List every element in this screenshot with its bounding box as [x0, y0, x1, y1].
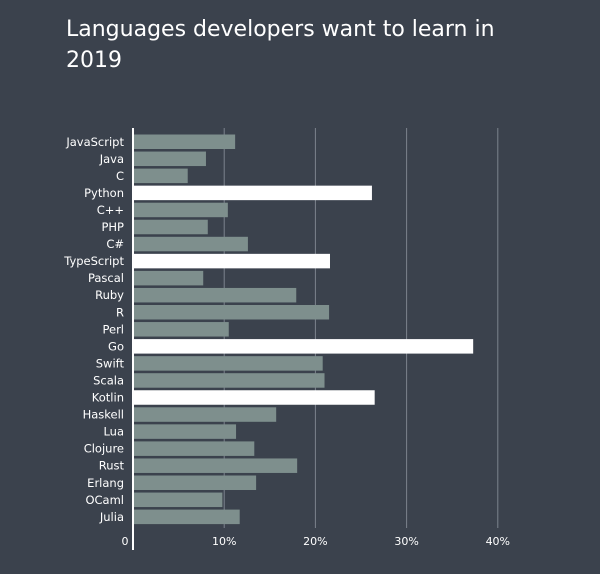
category-label: Kotlin [92, 391, 124, 405]
category-label: Java [99, 152, 124, 166]
x-tick-labels: 0 10% 20% 30% 40% [122, 535, 511, 548]
bar-csharp [133, 236, 248, 252]
bar-ruby [133, 287, 297, 303]
bar-erlang [133, 475, 257, 490]
category-label: C [116, 169, 124, 183]
bar-typescript [133, 253, 330, 269]
x-tick-label: 20% [303, 535, 327, 548]
bar-cplusplus [133, 202, 228, 218]
category-label: PHP [101, 220, 124, 234]
bar-go [133, 339, 474, 354]
bar-php [133, 219, 208, 235]
category-label: Python [84, 186, 124, 200]
category-labels: JavaScript Java C Python C++ PHP C# TypeScript P… [63, 135, 124, 524]
bar-c [133, 168, 188, 184]
bar-lua [133, 424, 237, 439]
bar-perl [133, 322, 229, 337]
x-tick-label: 40% [486, 535, 510, 548]
bar-julia [133, 509, 240, 525]
category-label: TypeScript [63, 254, 124, 268]
x-tick-label: 10% [212, 535, 236, 548]
category-label: R [116, 305, 124, 319]
chart-title: Languages developers want to learn in 20… [66, 17, 495, 73]
category-label: JavaScript [65, 135, 124, 149]
bar-python [133, 185, 372, 201]
category-label: Julia [99, 510, 124, 524]
bar-kotlin [133, 390, 375, 405]
category-label: Ruby [95, 288, 124, 302]
x-tick-label: 0 [122, 535, 129, 548]
bar-haskell [133, 407, 277, 422]
x-tick-label: 30% [394, 535, 418, 548]
bar-swift [133, 356, 323, 371]
category-label: Erlang [87, 476, 124, 490]
category-label: Swift [96, 356, 125, 370]
category-label: Clojure [84, 442, 124, 456]
category-label: Perl [102, 322, 124, 336]
category-label: C++ [97, 203, 124, 217]
bar-java [133, 151, 206, 167]
category-label: OCaml [85, 493, 124, 507]
category-label: Pascal [88, 271, 124, 285]
bar-scala [133, 373, 325, 388]
category-label: Rust [99, 459, 125, 473]
bar-javascript [133, 134, 236, 149]
category-label: C# [106, 237, 124, 251]
bar-r [133, 305, 330, 320]
category-label: Lua [103, 425, 124, 439]
bars [133, 134, 474, 525]
category-label: Go [108, 339, 124, 353]
bar-rust [133, 458, 298, 473]
bar-clojure [133, 441, 255, 456]
category-label: Scala [93, 373, 124, 387]
category-label: Haskell [83, 408, 124, 422]
bar-ocaml [133, 492, 223, 508]
bar-pascal [133, 270, 204, 286]
